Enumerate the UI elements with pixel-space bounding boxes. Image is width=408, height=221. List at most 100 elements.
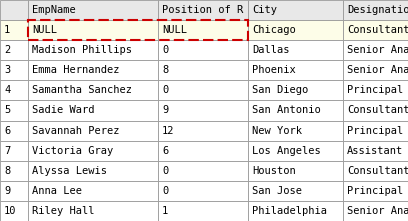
Text: 9: 9: [162, 105, 168, 116]
Bar: [0, 120, 28, 141]
Bar: [158, 80, 248, 101]
Bar: [158, 201, 248, 221]
Text: Madison Phillips: Madison Phillips: [32, 45, 132, 55]
Bar: [158, 181, 248, 201]
Text: Consultant: Consultant: [347, 105, 408, 116]
Text: City: City: [252, 5, 277, 15]
Text: 12: 12: [162, 126, 175, 136]
Bar: [0, 101, 28, 120]
Text: Position of R: Position of R: [162, 5, 243, 15]
Text: Senior Analyst: Senior Analyst: [347, 206, 408, 216]
Text: Consultant: Consultant: [347, 25, 408, 35]
Bar: [248, 80, 343, 101]
Text: 0: 0: [162, 45, 168, 55]
Bar: [0, 40, 28, 60]
Bar: [248, 141, 343, 161]
Text: Principal Conultant: Principal Conultant: [347, 85, 408, 95]
Text: Samantha Sanchez: Samantha Sanchez: [32, 85, 132, 95]
Bar: [0, 60, 28, 80]
Text: San Antonio: San Antonio: [252, 105, 321, 116]
Text: New York: New York: [252, 126, 302, 136]
Text: Principal Conultant: Principal Conultant: [347, 186, 408, 196]
Bar: [248, 40, 343, 60]
Text: 3: 3: [4, 65, 10, 75]
Text: 6: 6: [4, 126, 10, 136]
Text: Principal Conultant: Principal Conultant: [347, 126, 408, 136]
Bar: [248, 60, 343, 80]
Bar: [158, 0, 248, 20]
Text: 0: 0: [162, 186, 168, 196]
Text: 8: 8: [4, 166, 10, 176]
Bar: [343, 80, 408, 101]
Bar: [158, 60, 248, 80]
Bar: [343, 60, 408, 80]
Text: 2: 2: [4, 45, 10, 55]
Bar: [343, 40, 408, 60]
Bar: [343, 141, 408, 161]
Text: 9: 9: [4, 186, 10, 196]
Bar: [158, 20, 248, 40]
Text: Sadie Ward: Sadie Ward: [32, 105, 95, 116]
Text: NULL: NULL: [32, 25, 57, 35]
Bar: [28, 60, 158, 80]
Bar: [0, 161, 28, 181]
Bar: [28, 0, 158, 20]
Bar: [28, 20, 248, 40]
Bar: [158, 40, 248, 60]
Bar: [343, 101, 408, 120]
Text: Dallas: Dallas: [252, 45, 290, 55]
Text: Senior Analyst: Senior Analyst: [347, 65, 408, 75]
Bar: [343, 201, 408, 221]
Text: Anna Lee: Anna Lee: [32, 186, 82, 196]
Bar: [343, 120, 408, 141]
Bar: [0, 0, 28, 20]
Bar: [28, 40, 158, 60]
Bar: [28, 80, 158, 101]
Text: Victoria Gray: Victoria Gray: [32, 146, 113, 156]
Text: 6: 6: [162, 146, 168, 156]
Text: 5: 5: [4, 105, 10, 116]
Text: 7: 7: [4, 146, 10, 156]
Text: Assistant: Assistant: [347, 146, 403, 156]
Bar: [158, 101, 248, 120]
Bar: [0, 201, 28, 221]
Bar: [248, 201, 343, 221]
Bar: [343, 161, 408, 181]
Text: 0: 0: [162, 85, 168, 95]
Text: 1: 1: [4, 25, 10, 35]
Text: NULL: NULL: [162, 25, 187, 35]
Text: San Jose: San Jose: [252, 186, 302, 196]
Text: Emma Hernandez: Emma Hernandez: [32, 65, 120, 75]
Text: 1: 1: [162, 206, 168, 216]
Text: Savannah Perez: Savannah Perez: [32, 126, 120, 136]
Text: Designation: Designation: [347, 5, 408, 15]
Bar: [248, 0, 343, 20]
Bar: [0, 181, 28, 201]
Bar: [343, 0, 408, 20]
Bar: [343, 20, 408, 40]
Text: Chicago: Chicago: [252, 25, 296, 35]
Bar: [28, 201, 158, 221]
Text: 0: 0: [162, 166, 168, 176]
Bar: [343, 181, 408, 201]
Bar: [0, 141, 28, 161]
Bar: [248, 161, 343, 181]
Bar: [158, 161, 248, 181]
Text: Consultant: Consultant: [347, 166, 408, 176]
Bar: [248, 181, 343, 201]
Text: San Diego: San Diego: [252, 85, 308, 95]
Text: Phoenix: Phoenix: [252, 65, 296, 75]
Bar: [158, 141, 248, 161]
Text: Philadelphia: Philadelphia: [252, 206, 327, 216]
Text: Senior Analyst: Senior Analyst: [347, 45, 408, 55]
Bar: [28, 120, 158, 141]
Bar: [28, 161, 158, 181]
Bar: [248, 120, 343, 141]
Bar: [28, 101, 158, 120]
Bar: [28, 141, 158, 161]
Text: Alyssa Lewis: Alyssa Lewis: [32, 166, 107, 176]
Text: Riley Hall: Riley Hall: [32, 206, 95, 216]
Bar: [0, 20, 28, 40]
Text: 4: 4: [4, 85, 10, 95]
Bar: [28, 181, 158, 201]
